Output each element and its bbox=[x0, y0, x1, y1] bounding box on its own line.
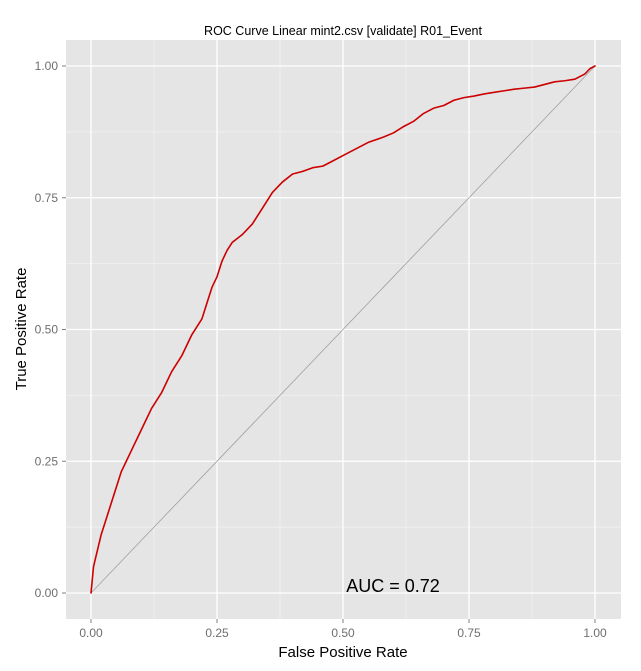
x-tick-label: 0.50 bbox=[331, 626, 355, 640]
x-axis-ticks: 0.00 0.25 0.50 0.75 1.00 bbox=[79, 619, 607, 640]
y-tick-label: 0.00 bbox=[35, 586, 59, 600]
reference-diagonal-line bbox=[90, 65, 596, 594]
y-tick-label: 1.00 bbox=[35, 59, 59, 73]
roc-curve-line bbox=[90, 65, 596, 594]
x-axis-title: False Positive Rate bbox=[278, 644, 407, 661]
x-tick-label: 0.00 bbox=[79, 626, 103, 640]
y-axis-ticks: 0.00 0.25 0.50 0.75 1.00 bbox=[35, 59, 66, 600]
y-tick-label: 0.50 bbox=[35, 323, 59, 337]
auc-annotation: AUC = 0.72 bbox=[346, 576, 440, 596]
y-tick-label: 0.25 bbox=[35, 454, 59, 468]
x-tick-label: 0.75 bbox=[457, 626, 481, 640]
chart-title: ROC Curve Linear mint2.csv [validate] R0… bbox=[204, 24, 482, 38]
x-tick-label: 1.00 bbox=[583, 626, 607, 640]
x-tick-label: 0.25 bbox=[205, 626, 229, 640]
y-axis-title: True Positive Rate bbox=[13, 268, 30, 391]
y-tick-label: 0.75 bbox=[35, 191, 59, 205]
